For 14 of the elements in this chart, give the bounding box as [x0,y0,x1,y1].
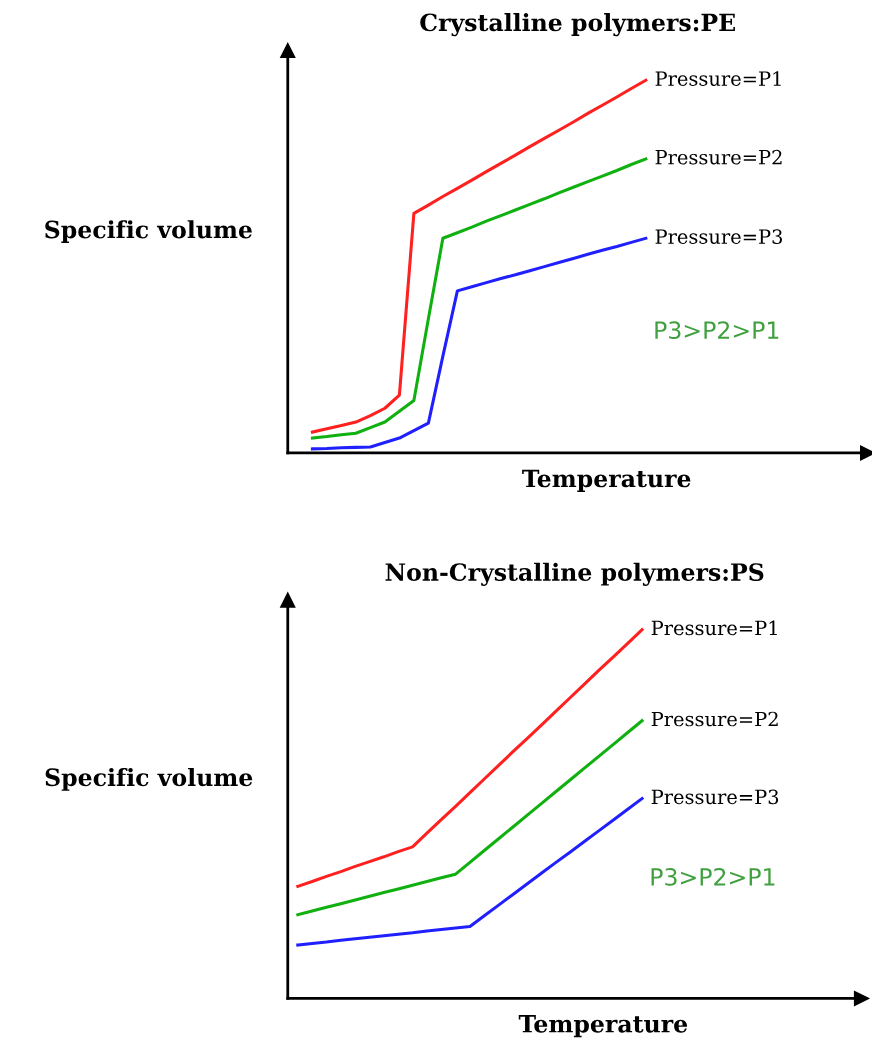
x-axis-title: Temperature [522,469,691,492]
y-axis-title: Specific volume [45,220,252,244]
text: P3>P2>P1 [651,867,775,886]
chart-title: Non-Crystalline polymers:PS [385,562,764,586]
series-label: Pressure=P2 [655,149,782,165]
series-label: Pressure=P1 [655,71,781,86]
y-axis-title: Specific volume [45,767,253,791]
series-label: Pressure=P1 [651,620,777,636]
chart-title: Crystalline polymers:PE [420,13,735,37]
text: P3>P2>P1 [655,321,779,340]
series-label: Pressure=P3 [655,229,783,244]
series-label: Pressure=P2 [651,711,778,727]
series-label: Pressure=P3 [651,789,779,805]
x-axis-title: Temperature [518,1015,688,1038]
